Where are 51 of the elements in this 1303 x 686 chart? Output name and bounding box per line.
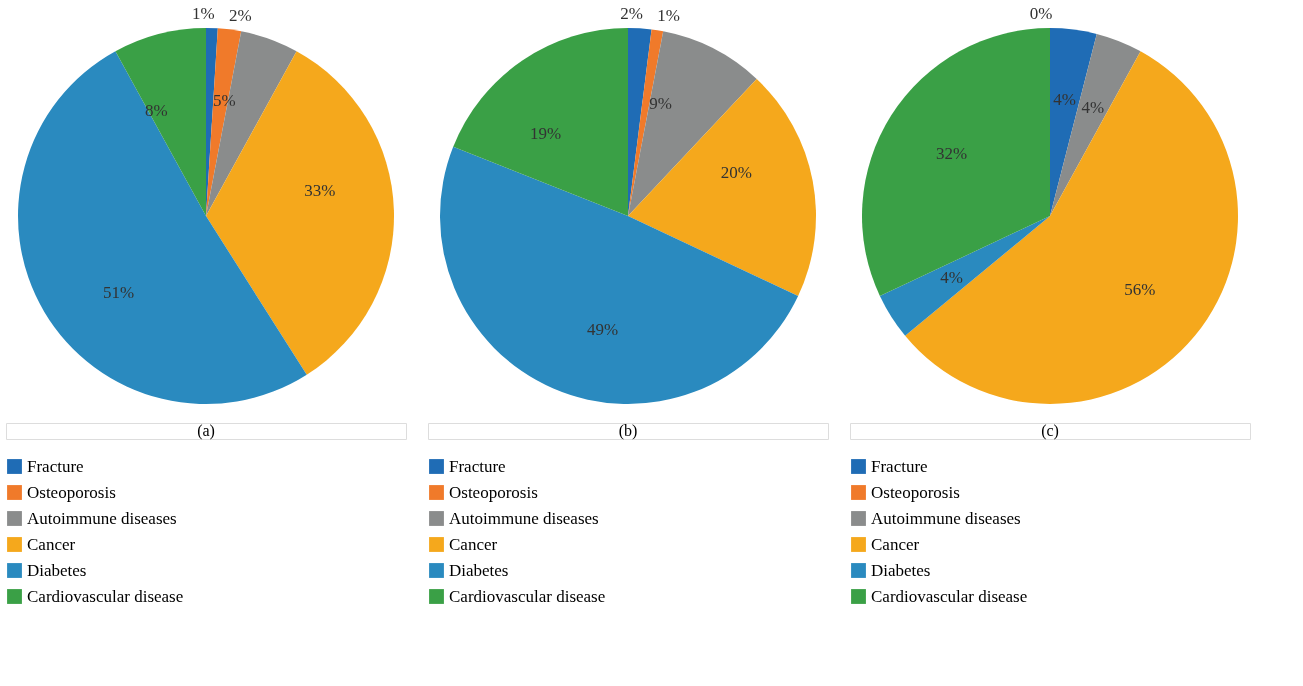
legend-label: Cancer [871,534,920,554]
data-label: 9% [649,94,672,114]
text: (b) [618,422,638,440]
legend-label: Autoimmune diseases [871,508,1021,528]
pie-slice [115,28,206,216]
legend-label: Fracture [27,456,84,476]
pie-slice [862,28,1050,297]
data-label: 33% [304,180,336,200]
legend-label: Cancer [449,534,498,554]
pie-slice [628,31,757,216]
data-label: 20% [720,163,752,183]
legend-label: Cardiovascular disease [27,586,184,606]
data-label: 32% [936,143,968,163]
text: 0% [1029,4,1053,23]
legend-label: Cardiovascular disease [449,586,606,606]
pie-slice [453,28,628,216]
legend-label: Cardiovascular disease [871,586,1028,606]
legend-label: Fracture [871,456,928,476]
legend-label: Osteoporosis [449,482,538,502]
pie-slice [905,51,1238,404]
legend-label: Fracture [449,456,506,476]
legend-label: Diabetes [871,560,931,580]
pie-slice [879,216,1050,336]
data-label: 4% [940,268,963,288]
pie-slice [440,146,799,404]
legend-label: Diabetes [27,560,87,580]
pie-slice [206,31,297,216]
data-label: 4% [1053,90,1076,110]
data-label: 2% [620,4,644,24]
data-label: 2% [228,5,252,25]
pie-slice [206,28,242,216]
legend-label: Autoimmune diseases [449,508,599,528]
text: (c) [1041,422,1059,440]
legend-label: Osteoporosis [871,482,960,502]
data-label: 51% [102,283,135,303]
pie-slice [206,51,394,375]
legend-label: Diabetes [449,560,509,580]
data-label: 56% [1124,280,1156,300]
data-label: 49% [586,319,619,339]
pie-slice [18,51,307,404]
legend-label: Autoimmune diseases [27,508,177,528]
legend-label: Osteoporosis [27,482,116,502]
data-label: 19% [529,123,562,143]
data-label: 1% [192,4,215,24]
data-label: 5% [212,90,236,110]
legend-label: Cancer [27,534,76,554]
data-label: 4% [1081,97,1105,117]
pie-slice [1050,33,1141,216]
text: (a) [197,422,215,440]
pie-slice [628,78,816,297]
data-label: 1% [657,6,680,26]
